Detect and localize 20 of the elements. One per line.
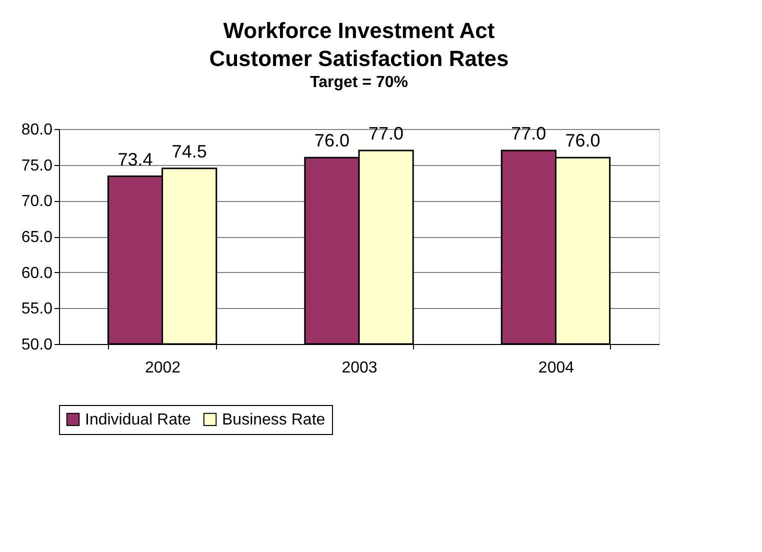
- y-tick-label: 55.0: [21, 300, 53, 318]
- data-label: 77.0: [511, 124, 546, 144]
- data-label: 77.0: [368, 124, 404, 144]
- y-tick-label: 65.0: [21, 229, 53, 246]
- y-tick-label: 80.0: [21, 122, 53, 138]
- y-tick-label: 50.0: [21, 336, 53, 354]
- chart-subtitle: Target = 70%: [310, 74, 408, 91]
- y-tick-label: 60.0: [21, 264, 53, 282]
- y-tick-label: 75.0: [21, 157, 53, 174]
- x-tick-label: 2004: [538, 360, 574, 376]
- data-label: 76.0: [314, 130, 350, 151]
- y-tick-label: 70.0: [21, 193, 53, 210]
- data-label: 74.5: [172, 141, 207, 162]
- legend-label: Business Rate: [222, 411, 326, 428]
- x-tick-label: 2002: [144, 360, 181, 376]
- data-label: 73.4: [118, 149, 153, 170]
- legend-label: Individual Rate: [85, 411, 191, 428]
- x-tick-label: 2003: [342, 360, 378, 376]
- chart-title: Workforce Investment Act Customer Satisfaction Rates: [209, 18, 509, 71]
- data-label: 76.0: [565, 130, 600, 151]
